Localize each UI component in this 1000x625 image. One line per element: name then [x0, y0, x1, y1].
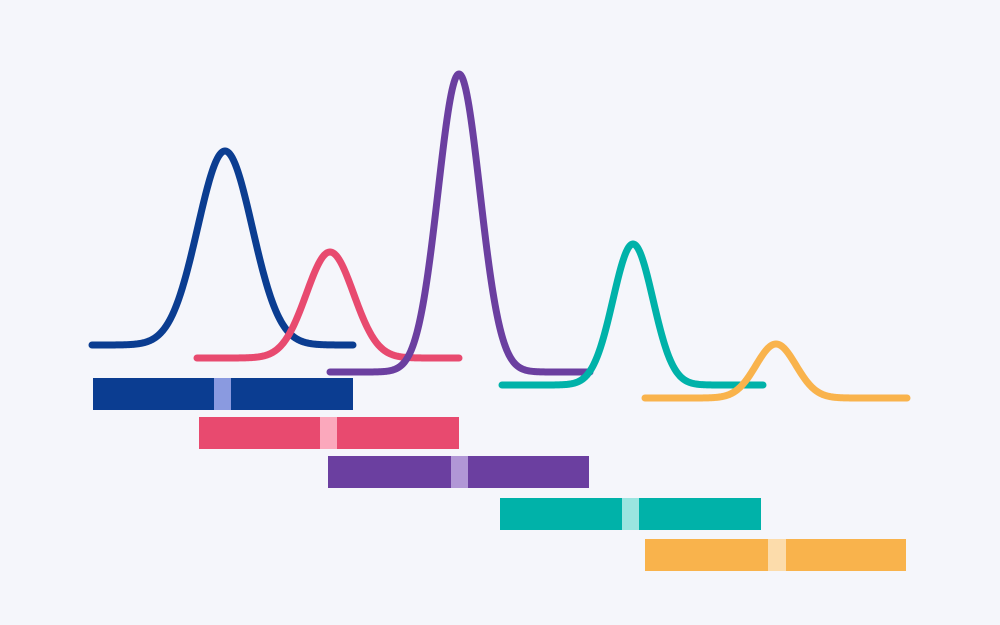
peak-curve-5 — [641, 340, 911, 402]
peak-curve-2 — [193, 248, 463, 362]
range-bar-3[interactable] — [328, 456, 589, 488]
range-bar-marker-3[interactable] — [451, 456, 468, 488]
range-bar-marker-4[interactable] — [622, 498, 639, 530]
peak-curve-4 — [498, 240, 767, 389]
range-bars-layer — [93, 378, 906, 571]
range-bar-4[interactable] — [500, 498, 761, 530]
range-bar-marker-5[interactable] — [768, 539, 786, 571]
range-bar-marker-1[interactable] — [214, 378, 231, 410]
peak-curves-layer — [88, 70, 911, 402]
range-bar-1[interactable] — [93, 378, 353, 410]
peak-curve-3 — [326, 70, 594, 376]
range-bar-5[interactable] — [645, 539, 906, 571]
range-bar-marker-2[interactable] — [320, 417, 337, 449]
range-bar-2[interactable] — [199, 417, 459, 449]
peak-curve-1 — [88, 147, 357, 349]
